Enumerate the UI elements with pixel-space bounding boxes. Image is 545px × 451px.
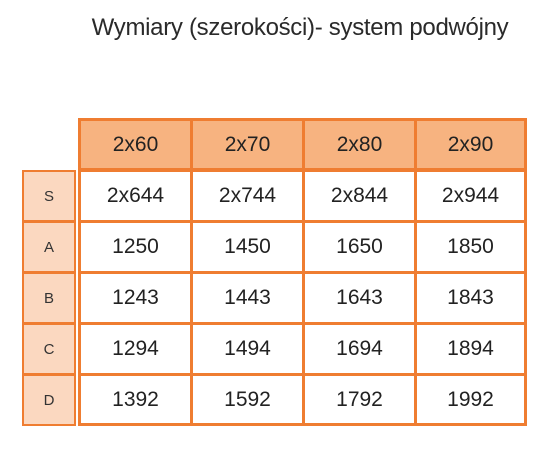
table-cell: 1992 bbox=[414, 373, 527, 426]
table-cell: 2x644 bbox=[78, 169, 193, 223]
table-cell: 1643 bbox=[302, 271, 417, 325]
row-label-c: C bbox=[22, 323, 76, 375]
table-cell: 1392 bbox=[78, 373, 193, 426]
table-cell: 2x944 bbox=[414, 169, 527, 223]
table-cell: 2x844 bbox=[302, 169, 417, 223]
table-cell: 1843 bbox=[414, 271, 527, 325]
table-cell: 1450 bbox=[190, 220, 305, 274]
table-cell: 1650 bbox=[302, 220, 417, 274]
table-cell: 1694 bbox=[302, 322, 417, 376]
table-cell: 1592 bbox=[190, 373, 305, 426]
column-header-2x80: 2x80 bbox=[302, 118, 417, 171]
column-header-2x90: 2x90 bbox=[414, 118, 527, 171]
row-label-a: A bbox=[22, 221, 76, 273]
table-cell: 1443 bbox=[190, 271, 305, 325]
table-cell: 1243 bbox=[78, 271, 193, 325]
column-header-2x70: 2x70 bbox=[190, 118, 305, 171]
table-cell: 1792 bbox=[302, 373, 417, 426]
page-title: Wymiary (szerokości)- system podwójny bbox=[91, 14, 509, 41]
table-cell: 1250 bbox=[78, 220, 193, 274]
row-label-d: D bbox=[22, 374, 76, 426]
row-label-s: S bbox=[22, 170, 76, 222]
table-cell: 1850 bbox=[414, 220, 527, 274]
table-cell: 1494 bbox=[190, 322, 305, 376]
table-cell: 1294 bbox=[78, 322, 193, 376]
table-cell: 1894 bbox=[414, 322, 527, 376]
dimensions-table: 2x60 2x70 2x80 2x90 S 2x644 2x744 2x844 … bbox=[22, 118, 527, 426]
column-header-2x60: 2x60 bbox=[78, 118, 193, 171]
row-label-b: B bbox=[22, 272, 76, 324]
table-cell: 2x744 bbox=[190, 169, 305, 223]
